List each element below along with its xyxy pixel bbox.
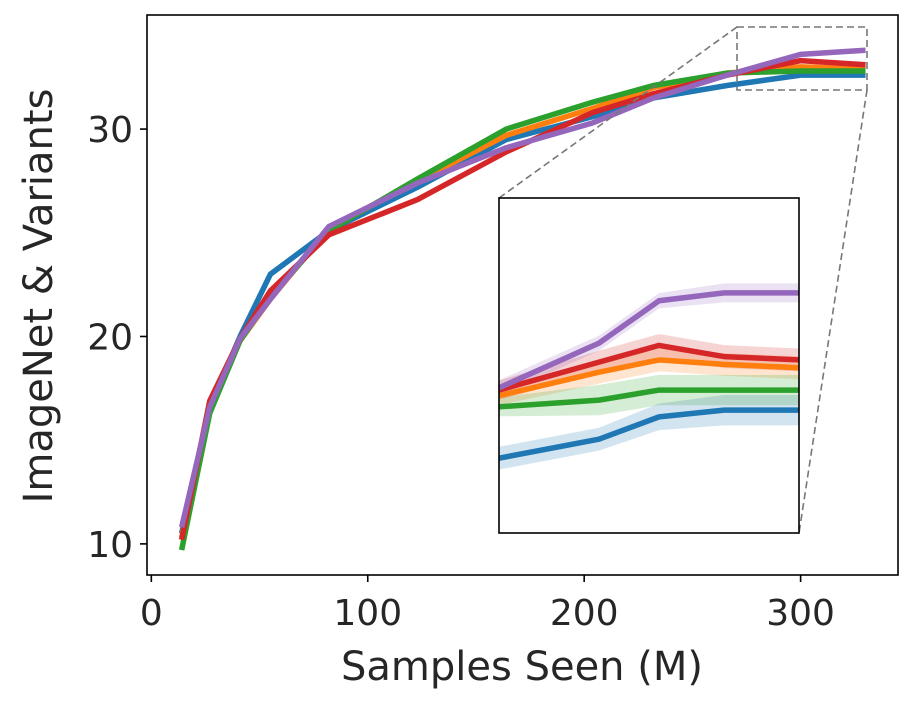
x-tick-label: 200	[550, 593, 619, 634]
y-axis-label: ImageNet & Variants	[16, 89, 62, 504]
x-tick-label: 0	[140, 593, 163, 634]
x-tick-label: 300	[766, 593, 835, 634]
inset-line-red	[498, 342, 800, 393]
inset-line-blue	[498, 407, 799, 461]
y-tick-label: 20	[87, 317, 133, 358]
inset-line-orange	[498, 357, 800, 399]
y-axis-ticks: 10 20 30	[87, 110, 147, 566]
plot-frame	[146, 14, 899, 576]
inset-band-red	[499, 334, 799, 400]
y-tick-label: 30	[87, 110, 133, 151]
inset-line-green	[498, 387, 799, 410]
inset-band-green	[499, 374, 799, 417]
inset-band-blue	[499, 394, 799, 470]
inset-line-purple	[497, 290, 799, 391]
x-tick-label: 100	[333, 593, 402, 634]
zoom-connector-right	[798, 89, 868, 534]
zoom-region-box	[736, 26, 868, 91]
zoom-connector-left	[498, 26, 738, 199]
x-axis-ticks: 0 100 200 300	[140, 575, 835, 634]
inset-series-lines	[497, 290, 800, 461]
series-line-purple	[178, 47, 866, 528]
x-axis-label: Samples Seen (M)	[341, 644, 703, 690]
y-tick-label: 10	[87, 525, 133, 566]
inset-frame	[498, 197, 800, 534]
main-series-lines	[178, 47, 866, 551]
